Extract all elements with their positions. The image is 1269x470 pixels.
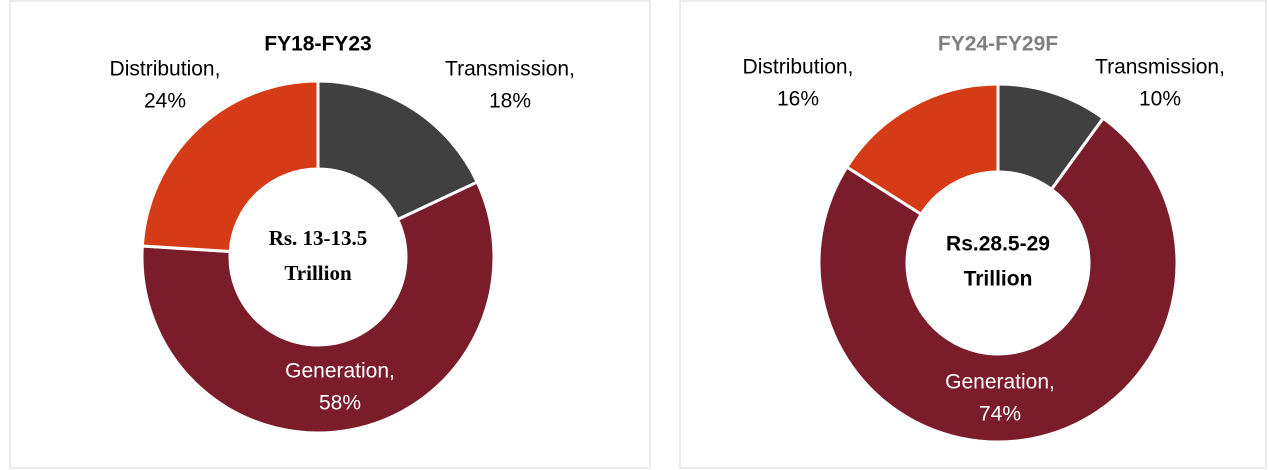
- slice-value-label: 18%: [489, 90, 531, 113]
- slice-value-label: 10%: [1139, 88, 1181, 111]
- slice-value-label: 58%: [319, 392, 361, 415]
- slice-label: Generation,: [285, 360, 395, 383]
- center-label: Rs. 13-13.5: [269, 226, 368, 250]
- donut-slice: [316, 79, 480, 222]
- chart-title: FY18-FY23: [264, 33, 371, 56]
- slice-value-label: 74%: [979, 403, 1021, 426]
- donut-slice: [844, 82, 1000, 217]
- slice-label: Distribution,: [743, 56, 854, 79]
- slice-label: Transmission,: [1095, 56, 1225, 79]
- slice-label: Distribution,: [110, 58, 221, 81]
- slice-value-label: 16%: [777, 88, 819, 111]
- chart-title: FY24-FY29F: [938, 33, 1058, 56]
- slice-label: Transmission,: [445, 58, 575, 81]
- donut-slice: [140, 180, 496, 435]
- panel: [9, 0, 651, 469]
- donut-slice: [140, 79, 320, 254]
- panel: [679, 0, 1267, 469]
- center-label: Rs.28.5-29: [946, 233, 1050, 256]
- center-label: Trillion: [964, 268, 1033, 291]
- donut-slice: [817, 116, 1179, 444]
- slice-label: Generation,: [945, 371, 1055, 394]
- slice-value-label: 24%: [144, 90, 186, 113]
- center-label: Trillion: [284, 261, 352, 285]
